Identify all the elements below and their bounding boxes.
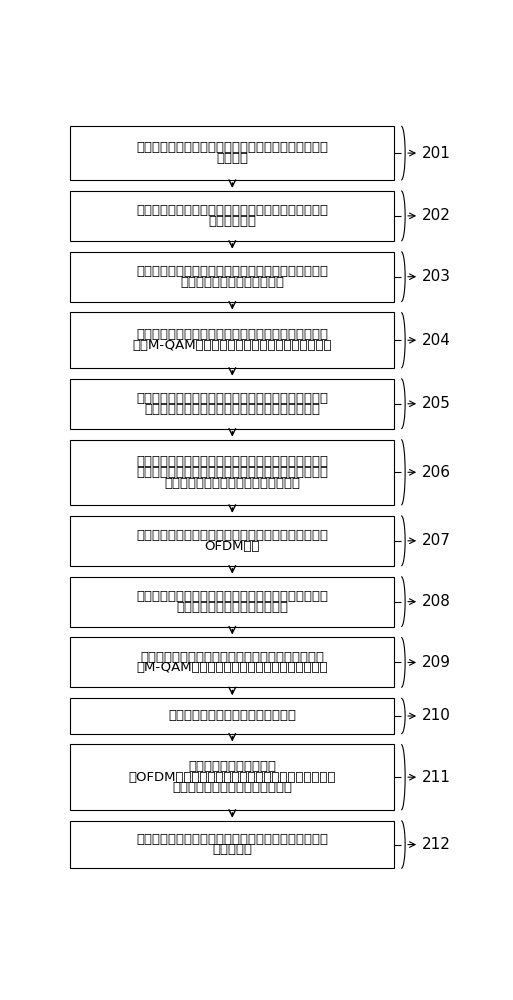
- Text: 响应的预测值: 响应的预测值: [208, 215, 256, 228]
- Text: 方向的插值: 方向的插值: [212, 843, 252, 856]
- Text: 到整个导频子载波信道响应的估计结果: 到整个导频子载波信道响应的估计结果: [164, 477, 300, 490]
- Bar: [70, 698, 394, 734]
- Text: 提取导频信号，对导频位置进行估计，得到导频位置的: 提取导频信号，对导频位置进行估计，得到导频位置的: [136, 141, 328, 154]
- Text: 209: 209: [422, 655, 451, 670]
- Text: 个OFDM符号的欧式距离进行累加求和，所得结果表示: 个OFDM符号的欧式距离进行累加求和，所得结果表示: [129, 771, 336, 784]
- Text: 该导频子载波信道响应的误差参数: 该导频子载波信道响应的误差参数: [172, 781, 292, 794]
- Bar: [70, 191, 394, 241]
- Text: 201: 201: [422, 146, 451, 161]
- Bar: [70, 252, 394, 302]
- Text: 对均衡值进行判决，将其映射到多进制正交幅度调制: 对均衡值进行判决，将其映射到多进制正交幅度调制: [140, 651, 324, 664]
- Text: 的接收数据进行信道估计，得到信道响应的参考值: 的接收数据进行信道估计，得到信道响应的参考值: [144, 403, 320, 416]
- Text: 将参考值当做反馈信息，对先前得到信道响应预测值进: 将参考值当做反馈信息，对先前得到信道响应预测值进: [136, 455, 328, 468]
- Text: 对每个导频子载波上若干: 对每个导频子载波上若干: [188, 760, 277, 773]
- Bar: [70, 577, 394, 627]
- Text: 206: 206: [422, 465, 451, 480]
- Text: 211: 211: [422, 770, 451, 785]
- Text: 203: 203: [422, 269, 451, 284]
- Bar: [70, 126, 394, 180]
- Bar: [70, 440, 394, 505]
- Bar: [70, 516, 394, 566]
- Bar: [70, 312, 394, 368]
- Text: 212: 212: [422, 837, 451, 852]
- Text: 制（M-QAM）星座图相应的星座点上，得到判决值: 制（M-QAM）星座图相应的星座点上，得到判决值: [132, 339, 332, 352]
- Text: 在插值单元内，利用导频子载波上已估计的信道响应对: 在插值单元内，利用导频子载波上已估计的信道响应对: [136, 590, 328, 603]
- Text: 208: 208: [422, 594, 451, 609]
- Text: OFDM符号: OFDM符号: [205, 540, 260, 553]
- Text: 将判决值当做新的导频信息，利用导频子载波数据位置: 将判决值当做新的导频信息，利用导频子载波数据位置: [136, 392, 328, 405]
- Text: 205: 205: [422, 396, 451, 411]
- Text: 接收数据进行均衡，得到均衡值: 接收数据进行均衡，得到均衡值: [176, 601, 288, 614]
- Bar: [70, 821, 394, 868]
- Text: 根据误差参数计算各导频子载波的插值系数，进行频率: 根据误差参数计算各导频子载波的插值系数，进行频率: [136, 833, 328, 846]
- Text: 对每个导频子载波，通过前向预测得到其数据位置信道: 对每个导频子载波，通过前向预测得到其数据位置信道: [136, 204, 328, 217]
- Text: 计算判决值和均衡值之间的欧氏距离: 计算判决值和均衡值之间的欧氏距离: [168, 709, 297, 722]
- Text: 据进行均衡，得到均衡后的值: 据进行均衡，得到均衡后的值: [180, 276, 284, 289]
- Text: 划分插值单元，每个插值单元包含所有子载波和若干个: 划分插值单元，每个插值单元包含所有子载波和若干个: [136, 529, 328, 542]
- Bar: [70, 379, 394, 429]
- Text: 210: 210: [422, 708, 451, 723]
- Bar: [70, 637, 394, 687]
- Text: 信道响应: 信道响应: [216, 152, 248, 165]
- Bar: [70, 744, 394, 810]
- Text: 202: 202: [422, 208, 451, 223]
- Text: （M-QAM）星座图相应的星座点上，得到判决值: （M-QAM）星座图相应的星座点上，得到判决值: [136, 661, 328, 674]
- Text: 204: 204: [422, 333, 451, 348]
- Text: 207: 207: [422, 533, 451, 548]
- Text: 利用信道响应的预测值对导频子载波数据位置的接收数: 利用信道响应的预测值对导频子载波数据位置的接收数: [136, 265, 328, 278]
- Text: 对均衡后的值进行判决，将其映射到多进制正交幅度调: 对均衡后的值进行判决，将其映射到多进制正交幅度调: [136, 328, 328, 341]
- Text: 行修正，得到导频子载波数据位置的信道响应，从而得: 行修正，得到导频子载波数据位置的信道响应，从而得: [136, 466, 328, 479]
